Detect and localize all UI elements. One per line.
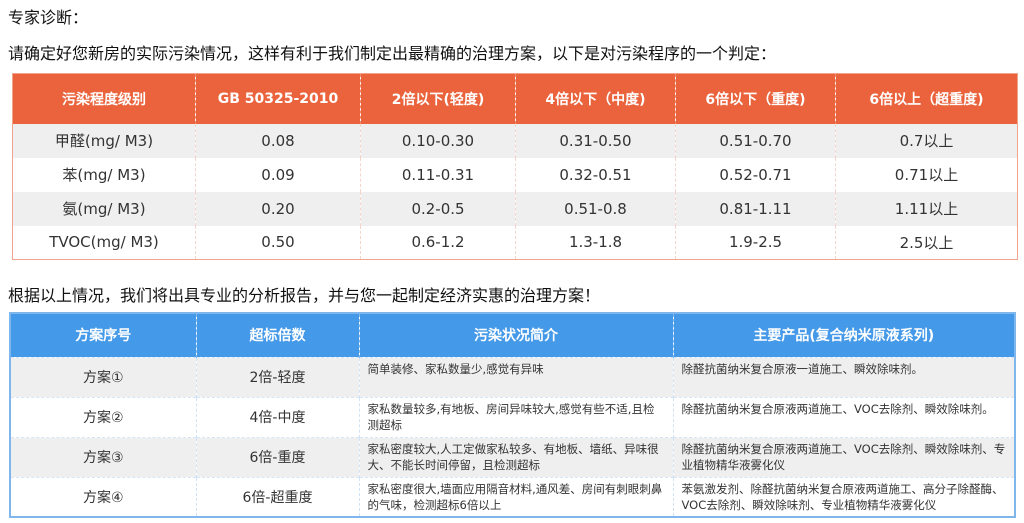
header-cell: 6倍以上（超重度)	[835, 73, 1018, 124]
table-cell: 方案③	[10, 436, 197, 477]
table-row: 苯(mg/ M3) 0.09 0.11-0.31 0.32-0.51 0.52-0.71…	[12, 157, 1018, 192]
table-row: 方案① 2倍-轻度 简单装修、家私数量少,感觉有异味 除醛抗菌纳米复合原液一道施工、瞬…	[10, 356, 1016, 397]
table-cell: 0.71以上	[835, 157, 1018, 192]
treatment-plan-table: 方案序号 超标倍数 污染状况简介 主要产品(复合纳米原液系列) 方案① 2倍-轻度…	[9, 312, 1016, 518]
summary-text: 根据以上情况，我们将出具专业的分析报告，并与您一起制定经济实惠的治理方案！	[8, 286, 601, 305]
table-cell: 氨(mg/ M3)	[12, 191, 196, 226]
table-cell: 6倍-重度	[196, 436, 360, 477]
table-row: 方案④ 6倍-超重度 家私密度很大,墙面应用隔音材料,通风差、房间有刺眼刺鼻的气味，…	[10, 476, 1016, 517]
table-cell: 方案①	[10, 356, 197, 397]
table-cell: 0.11-0.31	[360, 157, 516, 192]
header-cell: 污染程度级别	[12, 73, 196, 124]
table-row: 氨(mg/ M3) 0.20 0.2-0.5 0.51-0.8 0.81-1.11 1.1…	[12, 191, 1018, 226]
table-cell: 家私密度很大,墙面应用隔音材料,通风差、房间有刺眼刺鼻的气味，检测超标6倍以上	[359, 476, 674, 517]
table-cell: 苯(mg/ M3)	[12, 157, 196, 192]
table-cell: 0.50	[195, 225, 361, 260]
table-cell: 0.6-1.2	[360, 225, 516, 260]
table-cell: 0.10-0.30	[360, 123, 516, 158]
table-cell: 0.7以上	[835, 123, 1018, 158]
header-cell: 2倍以下(轻度)	[360, 73, 516, 124]
header-cell: 超标倍数	[196, 313, 360, 357]
table-cell: 2.5以上	[835, 225, 1018, 260]
header-cell: 6倍以下（重度)	[675, 73, 836, 124]
table-cell: TVOC(mg/ M3)	[12, 225, 196, 260]
table-cell: 0.52-0.71	[675, 157, 836, 192]
header-cell: 4倍以下（中度)	[515, 73, 676, 124]
table-cell: 苯氨激发剂、除醛抗菌纳米复合原液两道施工、高分子除醛酶、VOC去除剂、瞬效除味剂…	[673, 476, 1016, 517]
table-cell: 0.09	[195, 157, 361, 192]
pollution-level-table: 污染程度级别 GB 50325-2010 2倍以下(轻度) 4倍以下（中度) 6…	[12, 73, 1018, 260]
table-cell: 0.32-0.51	[515, 157, 676, 192]
table-cell: 4倍-中度	[196, 396, 360, 437]
table-cell: 2倍-轻度	[196, 356, 360, 397]
section-heading: 专家诊断：	[8, 8, 89, 27]
table-cell: 1.11以上	[835, 191, 1018, 226]
header-cell: GB 50325-2010	[195, 73, 361, 124]
table-cell: 0.31-0.50	[515, 123, 676, 158]
table-cell: 0.51-0.70	[675, 123, 836, 158]
table-cell: 0.2-0.5	[360, 191, 516, 226]
table-cell: 6倍-超重度	[196, 476, 360, 517]
table-header-row: 污染程度级别 GB 50325-2010 2倍以下(轻度) 4倍以下（中度) 6…	[12, 73, 1018, 124]
intro-text: 请确定好您新房的实际污染情况，这样有利于我们制定出最精确的治理方案，以下是对污染…	[8, 44, 777, 63]
table-cell: 甲醛(mg/ M3)	[12, 123, 196, 158]
table-cell: 0.20	[195, 191, 361, 226]
table-cell: 家私数量较多,有地板、房间异味较大,感觉有些不适,且检测超标	[359, 396, 674, 437]
header-cell: 污染状况简介	[359, 313, 674, 357]
table-cell: 1.3-1.8	[515, 225, 676, 260]
header-cell: 主要产品(复合纳米原液系列)	[673, 313, 1016, 357]
table-row: TVOC(mg/ M3) 0.50 0.6-1.2 1.3-1.8 1.9-2.5 2.5…	[12, 225, 1018, 260]
table-cell: 除醛抗菌纳米复合原液两道施工、VOC去除剂、瞬效除味剂、专业植物精华液雾化仪	[673, 436, 1016, 477]
table-cell: 0.51-0.8	[515, 191, 676, 226]
table-header-row: 方案序号 超标倍数 污染状况简介 主要产品(复合纳米原液系列)	[10, 313, 1016, 357]
table-cell: 0.81-1.11	[675, 191, 836, 226]
table-row: 方案③ 6倍-重度 家私密度较大,人工定做家私较多、有地板、墙纸、异味很大、不能长时…	[10, 436, 1016, 477]
table-cell: 1.9-2.5	[675, 225, 836, 260]
table-row: 方案② 4倍-中度 家私数量较多,有地板、房间异味较大,感觉有些不适,且检测超标 除醛…	[10, 396, 1016, 437]
table-cell: 除醛抗菌纳米复合原液两道施工、VOC去除剂、瞬效除味剂。	[673, 396, 1016, 437]
header-cell: 方案序号	[10, 313, 197, 357]
table-cell: 家私密度较大,人工定做家私较多、有地板、墙纸、异味很大、不能长时间停留，且检测超…	[359, 436, 674, 477]
table-cell: 简单装修、家私数量少,感觉有异味	[359, 356, 674, 397]
table-row: 甲醛(mg/ M3) 0.08 0.10-0.30 0.31-0.50 0.51-0.7…	[12, 123, 1018, 158]
table-cell: 方案②	[10, 396, 197, 437]
table-cell: 0.08	[195, 123, 361, 158]
table-cell: 方案④	[10, 476, 197, 517]
table-cell: 除醛抗菌纳米复合原液一道施工、瞬效除味剂。	[673, 356, 1016, 397]
